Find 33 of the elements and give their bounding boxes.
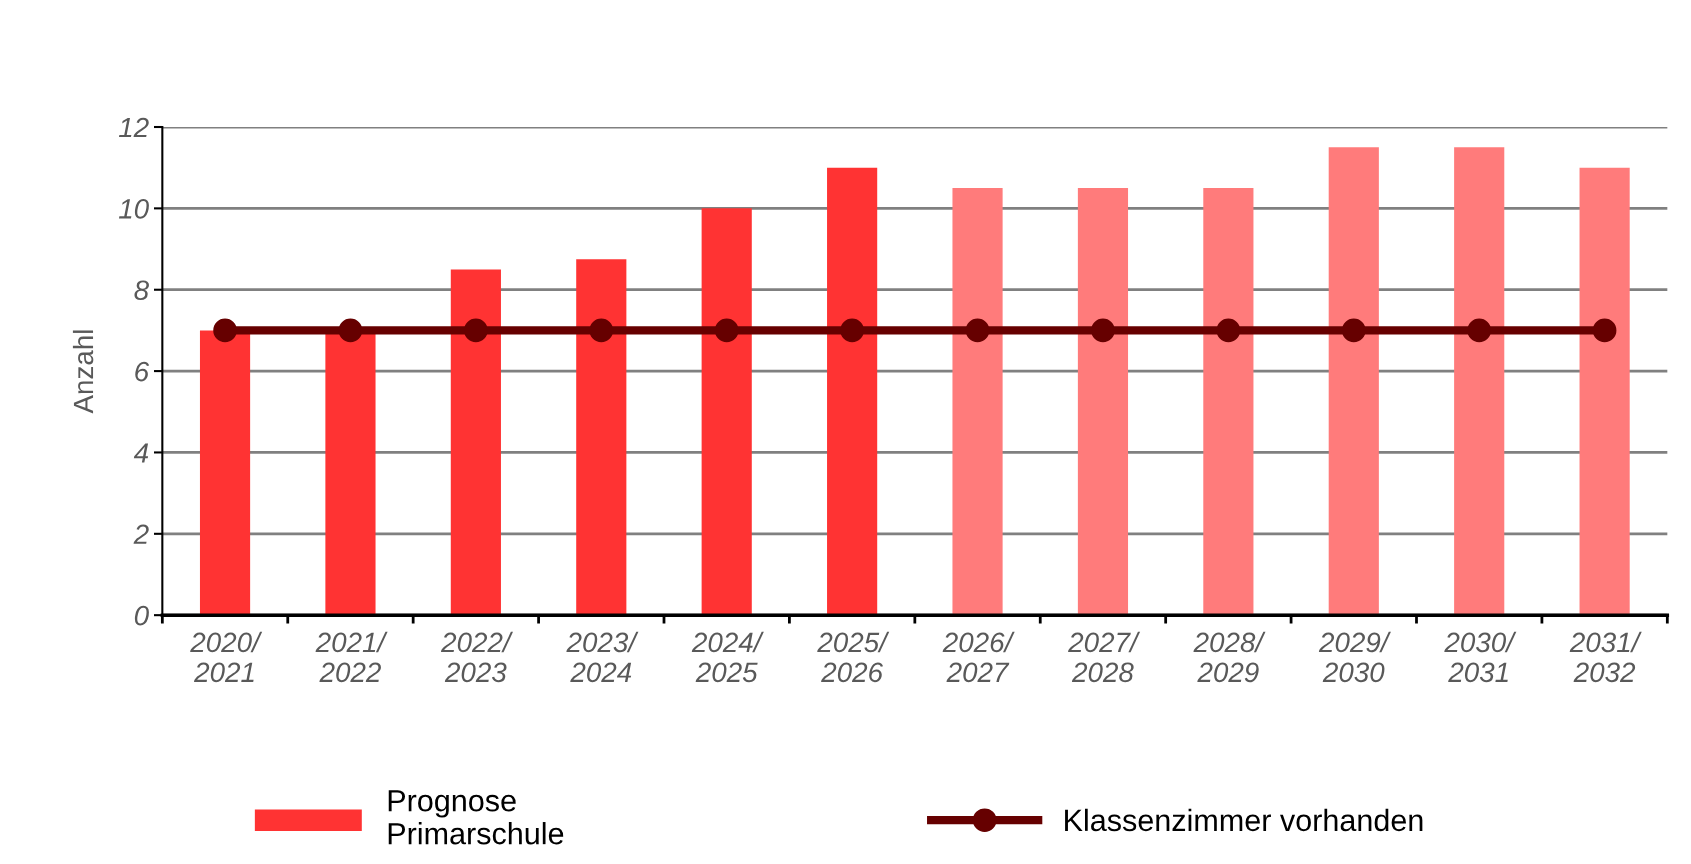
bar xyxy=(827,167,878,616)
x-tick-label: 2029/ 2030 xyxy=(1318,631,1391,683)
y-tick-label: 4 xyxy=(133,443,149,463)
y-axis-title: Anzahl xyxy=(72,330,94,414)
y-tick-label: 0 xyxy=(134,605,149,626)
bar xyxy=(576,259,627,616)
x-tick-label: 2028/ 2029 xyxy=(1193,631,1266,683)
y-tick-label: 12 xyxy=(118,117,149,138)
y-tick-label: 10 xyxy=(118,199,149,219)
x-tick-label: 2030/ 2031 xyxy=(1444,631,1517,683)
x-tick-label: 2031/ 2032 xyxy=(1569,631,1642,683)
bar xyxy=(199,330,251,616)
x-tick-label: 2026/ 2027 xyxy=(942,631,1015,683)
x-tick-label: 2023/ 2024 xyxy=(566,631,639,683)
x-tick-label: 2022/ 2023 xyxy=(440,631,514,683)
bar xyxy=(952,188,1003,616)
x-tick-label: 2021/ 2022 xyxy=(315,631,388,683)
bar xyxy=(1454,147,1505,616)
legend-label: Prognose Primarschule xyxy=(388,790,564,845)
y-tick-label: 8 xyxy=(134,280,149,301)
y-tick-label: 6 xyxy=(135,361,150,382)
x-tick-label: 2027/ 2028 xyxy=(1068,631,1141,683)
bar xyxy=(1203,188,1254,616)
bar xyxy=(1077,188,1129,616)
x-tick-label: 2024/ 2025 xyxy=(691,631,764,683)
bar xyxy=(701,208,752,616)
bar xyxy=(1579,167,1630,616)
y-tick-label: 2 xyxy=(133,524,149,544)
bar xyxy=(1328,147,1379,616)
x-tick-label: 2020/ 2021 xyxy=(190,631,263,683)
x-tick-label: 2025/ 2026 xyxy=(817,631,890,683)
legend-label: Klassenzimmer vorhanden xyxy=(1065,808,1423,832)
bar xyxy=(450,269,501,616)
